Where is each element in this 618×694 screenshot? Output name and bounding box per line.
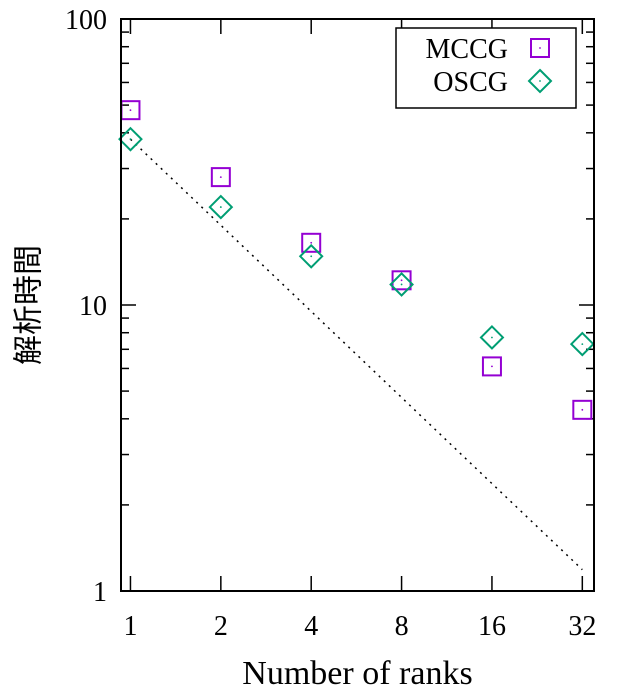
marker-center-dot — [539, 80, 541, 82]
marker-center-dot — [310, 255, 313, 258]
y-axis-title: 解析時間 — [12, 245, 47, 365]
marker-center-dot — [581, 343, 584, 345]
data-point-oscg — [569, 331, 595, 357]
x-tick-label: 4 — [304, 611, 318, 642]
plot-frame — [120, 18, 595, 592]
data-point-oscg — [208, 194, 234, 220]
marker-center-dot — [491, 365, 493, 368]
diamond-marker — [389, 272, 414, 297]
x-tick-label: 2 — [214, 611, 228, 642]
marker-center-dot — [129, 138, 132, 141]
marker-center-dot — [310, 241, 313, 244]
marker-center-dot — [129, 109, 132, 112]
marker-center-dot — [219, 176, 222, 179]
legend-item-oscg: OSCG — [433, 67, 553, 98]
x-tick-label: 32 — [568, 611, 596, 642]
square-marker — [391, 270, 412, 291]
ideal-scaling-line — [129, 138, 583, 571]
data-point-mccg — [120, 100, 141, 121]
square-marker — [301, 232, 322, 253]
diamond-marker — [527, 68, 553, 94]
marker-center-dot — [219, 206, 222, 208]
diamond-marker — [118, 126, 143, 152]
diamond-marker — [479, 325, 505, 350]
legend-item-mccg: MCCG — [426, 34, 550, 65]
legend-label: OSCG — [433, 67, 508, 98]
marker-center-dot — [400, 279, 403, 282]
series-oscg — [118, 126, 595, 357]
legend-marker — [527, 68, 553, 94]
square-marker — [481, 356, 502, 377]
square-marker — [210, 167, 231, 188]
marker-center-dot — [491, 336, 493, 339]
data-point-oscg — [118, 126, 143, 152]
x-tick-labels: 1 2 4 8 16 32 — [123, 611, 596, 642]
diamond-marker — [569, 331, 595, 357]
x-tick-label: 1 — [123, 611, 137, 642]
data-points — [118, 100, 595, 420]
square-marker — [530, 38, 550, 58]
legend-label: MCCG — [426, 34, 508, 65]
data-point-mccg — [481, 356, 502, 377]
y-tick-label: 1 — [93, 577, 107, 608]
data-point-mccg — [301, 232, 322, 253]
data-point-mccg — [210, 167, 231, 188]
x-tick-label: 8 — [395, 611, 409, 642]
y-tick-label: 100 — [65, 5, 107, 36]
series-mccg — [120, 100, 593, 420]
data-point-oscg — [389, 272, 414, 297]
y-tick-label: 10 — [79, 291, 107, 322]
y-tick-labels: 1 10 100 — [65, 5, 107, 608]
legend-box — [395, 27, 577, 109]
data-point-oscg — [298, 243, 324, 269]
marker-center-dot — [400, 283, 403, 286]
legend-marker — [530, 38, 550, 58]
x-tick-label: 16 — [478, 611, 506, 642]
marker-center-dot — [539, 47, 541, 49]
data-point-oscg — [479, 325, 505, 350]
data-point-mccg — [572, 399, 593, 420]
data-point-mccg — [391, 270, 412, 291]
diamond-marker — [208, 194, 234, 220]
marker-center-dot — [581, 408, 584, 411]
x-axis-title: Number of ranks — [242, 655, 472, 692]
square-marker — [572, 399, 593, 420]
diamond-marker — [298, 243, 324, 269]
